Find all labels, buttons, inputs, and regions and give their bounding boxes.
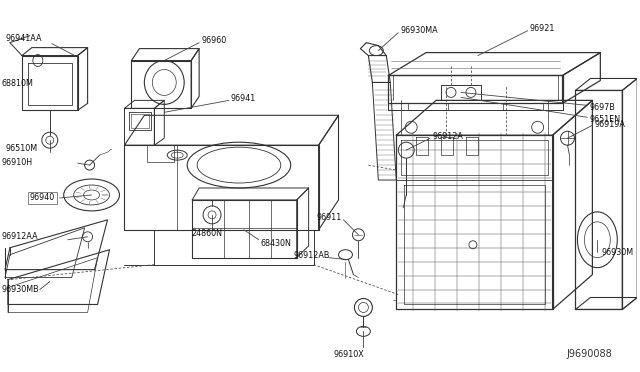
Text: 9697B: 9697B (589, 103, 615, 112)
Text: 96510M: 96510M (6, 144, 38, 153)
Text: 96941: 96941 (231, 94, 256, 103)
Text: 96912AA: 96912AA (2, 232, 38, 241)
Text: 96912A: 96912A (432, 132, 463, 141)
Text: 68430N: 68430N (261, 239, 292, 248)
Text: 96921: 96921 (530, 24, 555, 33)
Text: 96930MB: 96930MB (2, 285, 40, 294)
Text: 96960: 96960 (201, 36, 227, 45)
Text: J9690088: J9690088 (566, 349, 612, 359)
Text: 96910H: 96910H (2, 158, 33, 167)
Text: 96940: 96940 (30, 193, 55, 202)
Text: 9651EN: 9651EN (589, 115, 621, 124)
Text: 96912AB: 96912AB (294, 251, 330, 260)
Text: 96919A: 96919A (595, 120, 625, 129)
Text: 96930M: 96930M (602, 248, 634, 257)
Text: 68810M: 68810M (2, 79, 34, 88)
Text: 96910X: 96910X (333, 350, 364, 359)
Text: 96930MA: 96930MA (400, 26, 438, 35)
Text: 24860N: 24860N (191, 229, 222, 238)
Text: 96911: 96911 (317, 214, 342, 222)
Text: 96941AA: 96941AA (6, 34, 42, 43)
